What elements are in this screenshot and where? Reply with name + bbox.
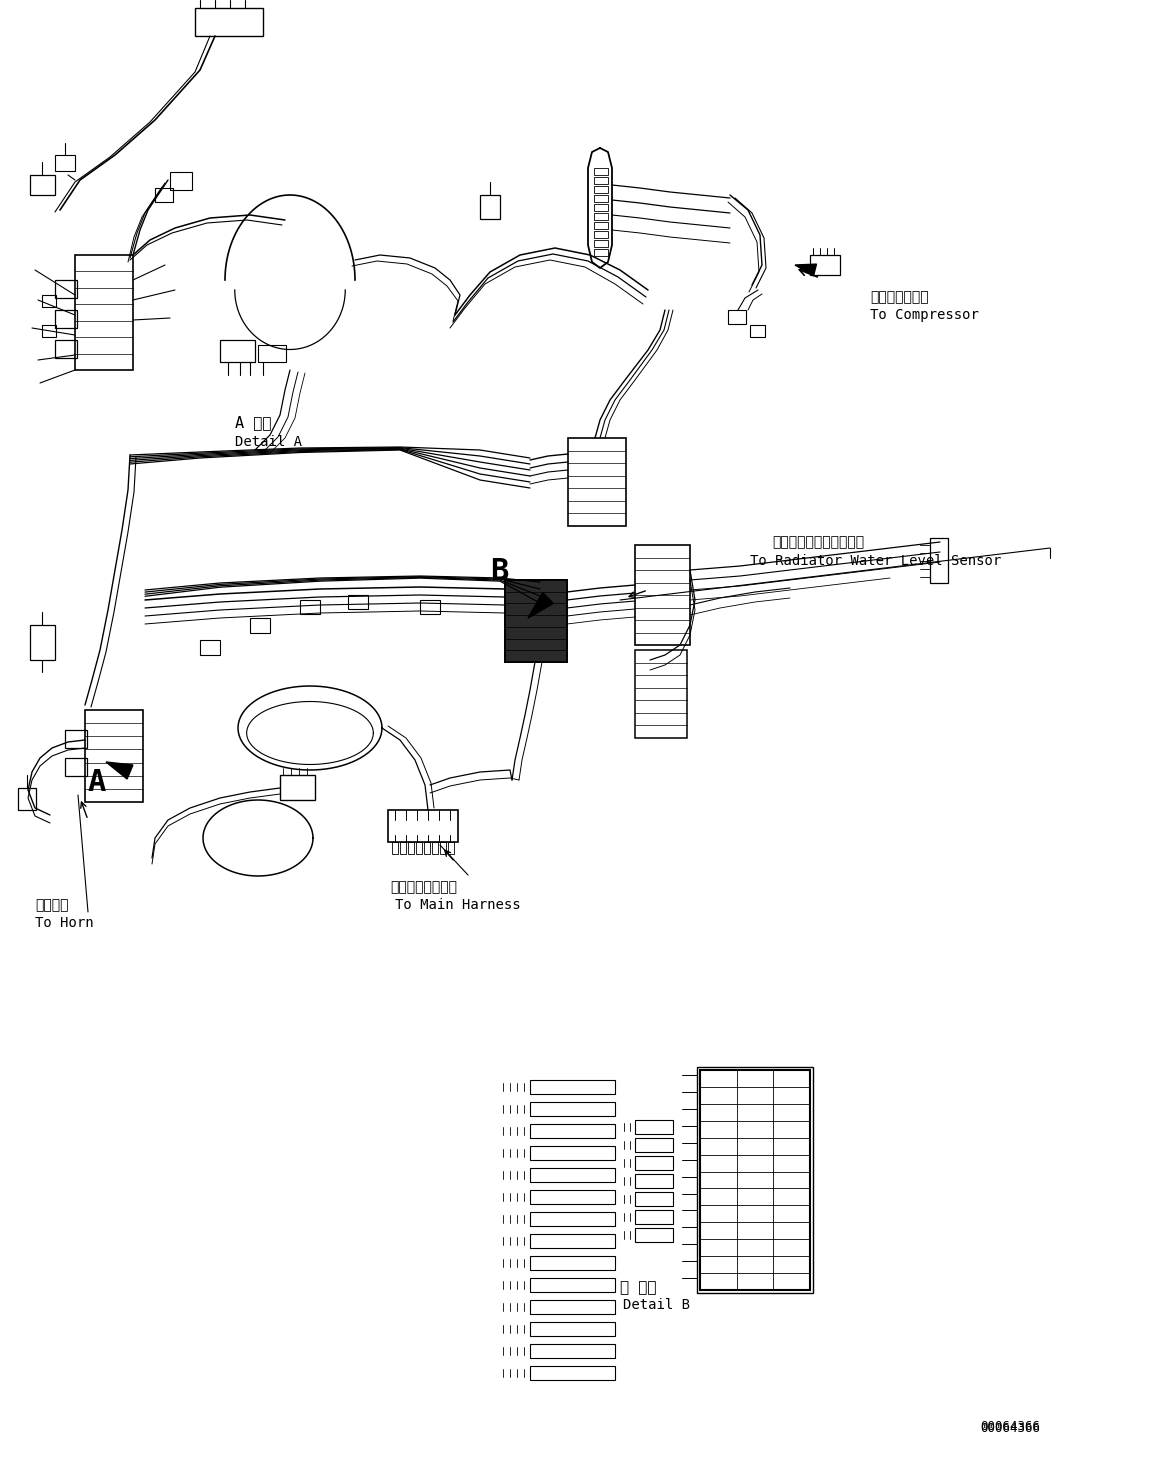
Bar (594, 249, 608, 256)
Polygon shape (106, 762, 133, 778)
Bar (809, 255, 840, 275)
Bar (55, 155, 74, 172)
Text: Detail B: Detail B (623, 1298, 690, 1311)
Bar (388, 810, 458, 842)
Bar (530, 1322, 615, 1336)
Bar (220, 340, 255, 363)
Text: A: A (88, 768, 106, 798)
Bar (635, 650, 687, 739)
Bar (635, 1120, 673, 1134)
Bar (930, 539, 948, 583)
Bar (416, 842, 422, 854)
Bar (635, 1211, 673, 1224)
Bar (155, 188, 173, 201)
Bar (635, 1138, 673, 1151)
Bar (530, 1123, 615, 1138)
Bar (505, 580, 568, 662)
Bar (431, 842, 438, 854)
Text: B: B (490, 556, 508, 586)
Text: To Main Harness: To Main Harness (395, 898, 521, 912)
Bar (750, 326, 765, 337)
Bar (530, 1257, 615, 1270)
Bar (400, 842, 406, 854)
Bar (530, 1299, 615, 1314)
Bar (348, 595, 368, 608)
Bar (300, 599, 320, 614)
Bar (42, 326, 56, 337)
Bar (635, 1156, 673, 1171)
Bar (530, 1234, 615, 1248)
Bar (420, 599, 440, 614)
Bar (258, 345, 286, 363)
Text: 00064366: 00064366 (980, 1419, 1040, 1433)
Text: To Compressor: To Compressor (870, 308, 979, 323)
Bar (530, 1279, 615, 1292)
Bar (200, 639, 220, 656)
Bar (65, 730, 87, 747)
Text: ホーンへ: ホーンへ (35, 898, 69, 912)
Bar (594, 231, 608, 238)
Bar (280, 776, 315, 801)
Bar (530, 1212, 615, 1225)
Text: A 詳細: A 詳細 (235, 414, 271, 431)
Bar (568, 438, 626, 525)
Bar (594, 240, 608, 247)
Bar (65, 758, 87, 776)
Bar (728, 309, 745, 324)
Bar (250, 619, 270, 633)
Bar (530, 1168, 615, 1183)
Bar (530, 1146, 615, 1160)
Bar (635, 1228, 673, 1242)
Polygon shape (528, 592, 554, 619)
Bar (55, 309, 77, 329)
Bar (30, 625, 55, 660)
Bar (530, 1103, 615, 1116)
Bar (448, 842, 454, 854)
Bar (594, 222, 608, 229)
Bar (424, 842, 430, 854)
Bar (594, 169, 608, 175)
Text: メインハーネスへ: メインハーネスへ (390, 881, 457, 894)
Bar (635, 1174, 673, 1188)
Text: 00064366: 00064366 (980, 1422, 1040, 1436)
Bar (195, 7, 263, 36)
Bar (17, 787, 36, 810)
Bar (530, 1344, 615, 1359)
Bar (74, 255, 133, 370)
Bar (594, 195, 608, 201)
Bar (700, 1070, 809, 1291)
Text: 日 詳細: 日 詳細 (620, 1280, 656, 1295)
Bar (505, 580, 568, 662)
Bar (55, 280, 77, 297)
Bar (697, 1067, 813, 1294)
Bar (392, 842, 398, 854)
Text: Detail A: Detail A (235, 435, 302, 448)
Text: コンプレッサへ: コンプレッサへ (870, 290, 928, 303)
Bar (635, 545, 690, 645)
Bar (408, 842, 414, 854)
Bar (635, 1191, 673, 1206)
Bar (30, 175, 55, 195)
Bar (440, 842, 445, 854)
Bar (42, 295, 56, 306)
Bar (530, 1366, 615, 1379)
Text: To Horn: To Horn (35, 916, 94, 929)
Polygon shape (795, 263, 816, 275)
Bar (170, 172, 192, 189)
Bar (480, 195, 500, 219)
Text: ラジエータ水位センサへ: ラジエータ水位センサへ (772, 534, 864, 549)
Text: To Radiator Water Level Sensor: To Radiator Water Level Sensor (750, 554, 1001, 568)
Bar (594, 178, 608, 184)
Bar (594, 204, 608, 212)
Bar (55, 340, 77, 358)
Bar (530, 1190, 615, 1205)
Bar (594, 213, 608, 221)
Bar (594, 186, 608, 192)
Bar (85, 710, 143, 802)
Bar (530, 1080, 615, 1094)
